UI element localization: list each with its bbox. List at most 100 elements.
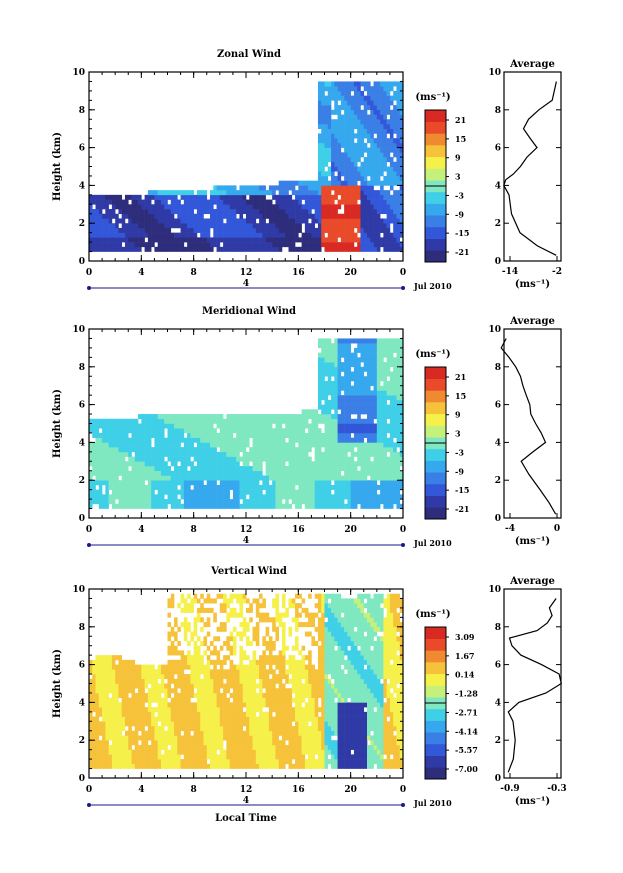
x-tick-label: 0 [400, 268, 406, 278]
colorbar-tick: 9 [455, 410, 461, 420]
date-label: Jul 2010 [413, 538, 452, 548]
x-tick-label: 8 [191, 268, 197, 278]
y-tick-label: 10 [72, 325, 85, 335]
y-tick-label: 6 [79, 401, 85, 411]
colorbar-unit: (ms⁻¹) [415, 609, 450, 620]
panel-title: Zonal Wind [217, 49, 281, 60]
colorbar-swatch [425, 767, 446, 780]
colorbar-unit: (ms⁻¹) [415, 92, 450, 103]
x-tick-label: 12 [240, 268, 253, 278]
colorbar-swatch [425, 448, 446, 461]
average-frame [503, 588, 562, 779]
y-tick-label: 4 [79, 438, 85, 448]
average-y-tick: 4 [495, 181, 501, 191]
panel-title: Meridional Wind [202, 306, 296, 317]
average-y-tick: 2 [495, 476, 501, 486]
colorbar-tick: 3.09 [455, 632, 475, 642]
colorbar-swatch [425, 685, 446, 698]
average-x-label: (ms⁻¹) [515, 796, 550, 807]
colorbar-tick: -1.28 [455, 689, 478, 699]
colorbar-swatch [425, 203, 446, 216]
colorbar-tick: -3 [455, 190, 464, 200]
average-y-tick: 0 [495, 774, 501, 784]
colorbar-swatch [425, 250, 446, 263]
y-tick-label: 4 [79, 181, 85, 191]
y-tick-label: 8 [79, 106, 85, 116]
colorbar-swatch [425, 238, 446, 251]
average-y-tick: 4 [495, 438, 501, 448]
x-tick-label: 0 [86, 268, 92, 278]
colorbar-tick: -15 [455, 228, 469, 238]
y-axis-label: Height (km) [52, 649, 63, 718]
x-tick-label: 0 [400, 785, 406, 795]
x-tick-label: 0 [400, 525, 406, 535]
colorbar-swatch [425, 650, 446, 663]
average-frame [503, 71, 562, 262]
average-y-tick: 10 [488, 325, 501, 335]
average-y-tick: 6 [495, 144, 501, 154]
y-tick-label: 8 [79, 363, 85, 373]
colorbar-swatch [425, 121, 446, 134]
heatmap-cells [89, 338, 404, 509]
average-x-tick: -4 [505, 524, 515, 534]
average-title: Average [509, 576, 555, 587]
y-tick-label: 10 [72, 585, 85, 595]
colorbar-swatch [425, 732, 446, 745]
average-y-tick: 8 [495, 106, 501, 116]
average-y-tick: 6 [495, 661, 501, 671]
day-marker: 4 [243, 279, 249, 289]
average-title: Average [509, 59, 555, 70]
colorbar-swatch [425, 743, 446, 756]
x-tick-label: 4 [138, 525, 144, 535]
colorbar-swatch [425, 460, 446, 473]
colorbar-swatch [425, 755, 446, 768]
colorbar-tick: 21 [455, 372, 466, 382]
average-x-label: (ms⁻¹) [515, 279, 550, 290]
average-x-tick: -14 [502, 267, 518, 277]
colorbar-tick: 15 [455, 134, 466, 144]
average-profile-line [500, 338, 557, 515]
colorbar-tick: 3 [455, 429, 461, 439]
x-tick-label: 20 [344, 525, 357, 535]
colorbar-tick: -2.71 [455, 707, 478, 717]
average-profile-line [503, 81, 557, 256]
x-tick-label: 8 [191, 785, 197, 795]
colorbar-swatch [425, 191, 446, 204]
y-tick-label: 0 [79, 774, 85, 784]
colorbar-swatch [425, 168, 446, 181]
colorbar-swatch [425, 226, 446, 239]
colorbar-tick: 9 [455, 153, 461, 163]
y-tick-label: 10 [72, 68, 85, 78]
day-marker: 4 [243, 536, 249, 546]
average-y-tick: 4 [495, 698, 501, 708]
colorbar-swatch [425, 215, 446, 228]
y-tick-label: 0 [79, 257, 85, 267]
colorbar-swatch [425, 402, 446, 415]
colorbar-swatch [425, 673, 446, 686]
date-label: Jul 2010 [413, 281, 452, 291]
x-tick-label: 4 [138, 785, 144, 795]
colorbar-tick: -21 [455, 504, 469, 514]
colorbar-tick: -3 [455, 447, 464, 457]
average-y-tick: 6 [495, 401, 501, 411]
x-tick-label: 16 [292, 785, 305, 795]
colorbar-swatch [425, 708, 446, 721]
average-x-tick: -2 [552, 267, 562, 277]
colorbar-swatch [425, 638, 446, 651]
heatmap-cells [89, 81, 404, 252]
colorbar-swatch [425, 110, 446, 122]
colorbar-swatch [425, 507, 446, 520]
average-profile-line [507, 598, 562, 773]
average-title: Average [509, 316, 555, 327]
y-axis-label: Height (km) [52, 389, 63, 458]
average-y-tick: 2 [495, 736, 501, 746]
x-tick-label: 20 [344, 785, 357, 795]
y-tick-label: 8 [79, 623, 85, 633]
colorbar-tick: 21 [455, 115, 466, 125]
y-tick-label: 4 [79, 698, 85, 708]
average-y-tick: 8 [495, 623, 501, 633]
colorbar-tick: 15 [455, 391, 466, 401]
y-tick-label: 0 [79, 514, 85, 524]
